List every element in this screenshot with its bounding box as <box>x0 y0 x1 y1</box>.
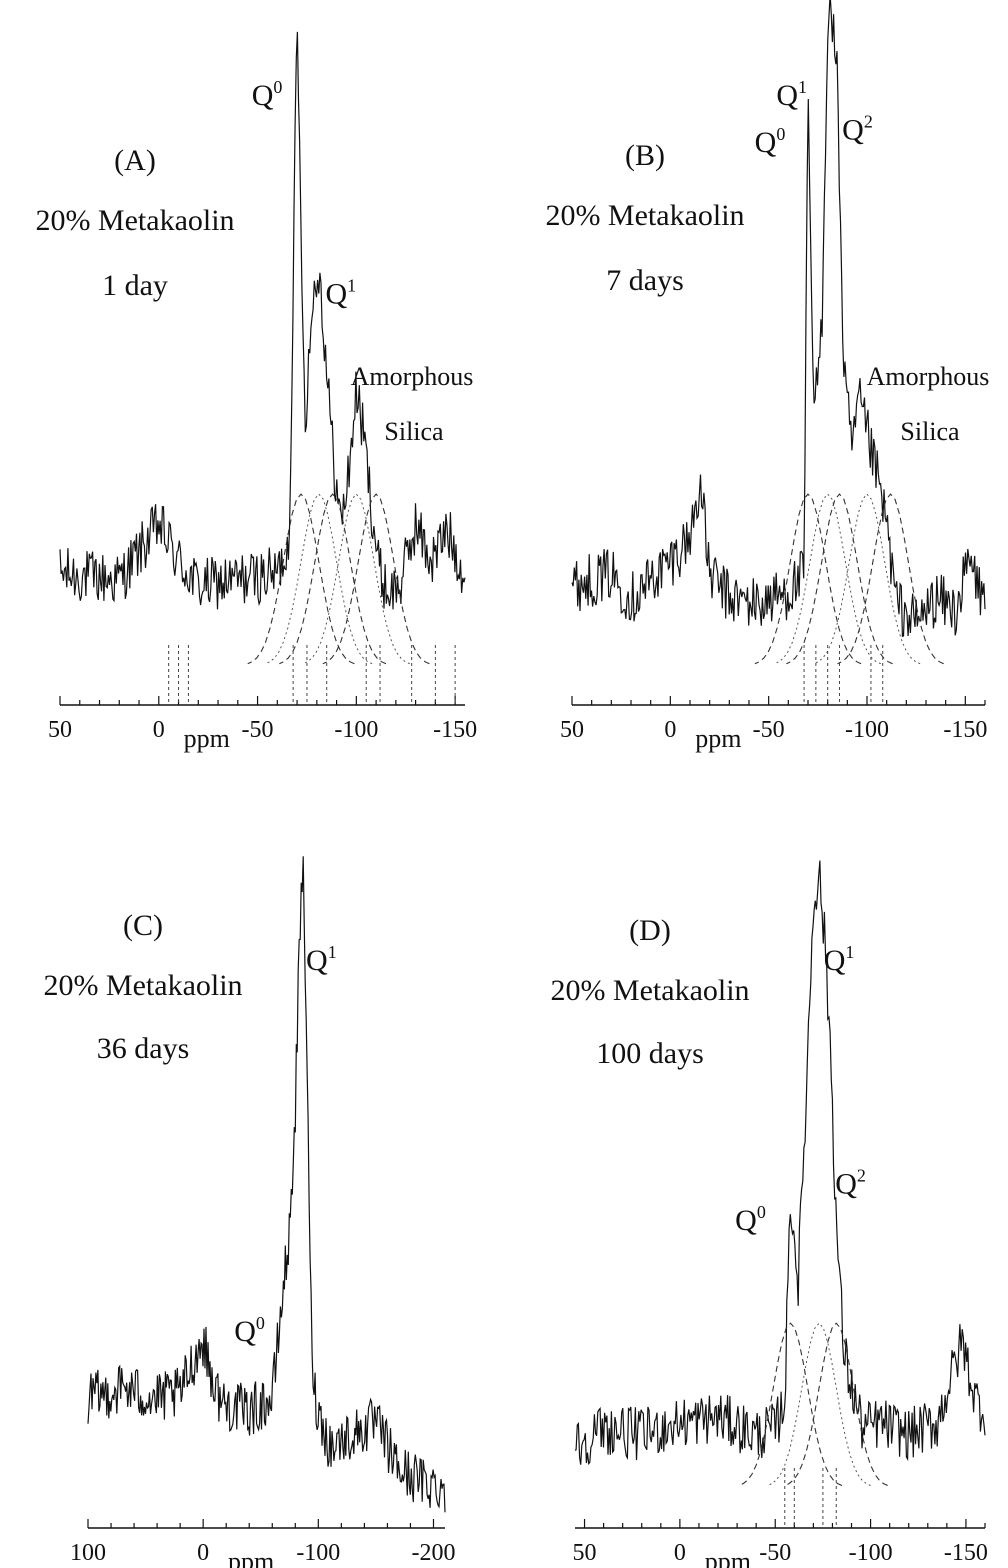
fit-component-curve <box>738 1322 843 1487</box>
x-tick-label: -50 <box>242 717 274 743</box>
peak-label: Q1 <box>776 77 807 112</box>
fit-component-curve <box>279 493 387 665</box>
fit-component-curve <box>302 493 410 665</box>
spectrum-series <box>59 31 466 610</box>
annotation-amorphous: Amorphous <box>351 362 474 391</box>
panel-label: (A) <box>114 144 156 177</box>
fit-component-curve <box>265 493 373 665</box>
peak-label: Q1 <box>824 942 855 977</box>
peak-label: Q1 <box>306 942 337 977</box>
x-tick-label: -50 <box>759 1540 791 1566</box>
x-tick-label: 50 <box>560 717 584 743</box>
fit-component-curve <box>767 1322 871 1486</box>
fit-component-curve <box>786 493 893 665</box>
peak-label: Q1 <box>325 275 356 310</box>
x-axis-label: ppm <box>705 1547 751 1568</box>
peak-label: Q2 <box>842 112 873 147</box>
sample-label: 20% Metakaolin <box>35 204 234 237</box>
panel-1: 50 0 -50 -100 -150 ppm Q0 Q1 Q2 (B) 20% Metakaolin… <box>545 0 989 753</box>
x-tick-label: -150 <box>943 717 987 743</box>
age-label: 100 days <box>596 1037 704 1070</box>
fit-component-curve <box>774 493 882 665</box>
fit-component-curve <box>247 493 355 665</box>
panel-label: (B) <box>625 139 665 172</box>
x-tick-label: -100 <box>845 717 889 743</box>
fit-component-curve <box>784 1322 888 1487</box>
x-axis-label: ppm <box>228 1547 274 1568</box>
sample-label: 20% Metakaolin <box>550 974 749 1007</box>
x-axis-label: ppm <box>695 724 741 753</box>
fit-component-curve <box>322 493 430 665</box>
x-tick-label: -100 <box>296 1540 340 1566</box>
panel-label: (C) <box>123 909 163 942</box>
x-tick-label: -150 <box>944 1540 988 1566</box>
fit-component-curve <box>813 493 921 665</box>
panel-2: 100 0 -100 -200 ppm Q0 Q1 (C) 20% Metakaolin 36 d… <box>43 856 455 1568</box>
x-tick-label: 100 <box>70 1540 106 1566</box>
age-label: 7 days <box>606 264 684 297</box>
spectrum-series <box>87 856 446 1513</box>
x-tick-label: 50 <box>48 717 72 743</box>
peak-label: Q0 <box>755 124 786 159</box>
x-tick-label: 0 <box>674 1540 686 1566</box>
age-label: 1 day <box>102 269 168 302</box>
annotation-silica: Silica <box>384 417 444 446</box>
panel-label: (D) <box>629 914 671 947</box>
fit-component-curve <box>754 493 862 665</box>
peak-label: Q0 <box>234 1313 265 1348</box>
sample-label: 20% Metakaolin <box>43 969 242 1002</box>
x-tick-label: 0 <box>197 1540 209 1566</box>
x-tick-label: 0 <box>153 717 165 743</box>
spectrum-series <box>571 0 986 638</box>
spectrum-series <box>574 860 986 1466</box>
age-label: 36 days <box>97 1032 190 1065</box>
x-tick-label: -150 <box>433 717 477 743</box>
sample-label: 20% Metakaolin <box>545 199 744 232</box>
x-tick-label: 0 <box>664 717 676 743</box>
x-tick-label: -200 <box>411 1540 455 1566</box>
x-tick-label: -100 <box>334 717 378 743</box>
panel-3: 50 0 -50 -100 -150 ppm Q0 Q1 Q2 (D) 20% Metakaolin… <box>550 860 988 1568</box>
x-tick-label: -100 <box>849 1540 893 1566</box>
annotation-amorphous: Amorphous <box>867 362 990 391</box>
fit-component-curve <box>837 493 944 665</box>
x-tick-label: 50 <box>573 1540 597 1566</box>
x-tick-label: -50 <box>753 717 785 743</box>
annotation-silica: Silica <box>900 417 960 446</box>
peak-label: Q0 <box>252 77 283 112</box>
peak-label: Q0 <box>735 1202 766 1237</box>
x-axis-label: ppm <box>184 724 230 753</box>
panel-0: 50 0 -50 -100 -150 ppm Q0 Q1 (A) 20% Metakaolin 1 … <box>35 31 477 753</box>
peak-label: Q2 <box>835 1166 866 1201</box>
